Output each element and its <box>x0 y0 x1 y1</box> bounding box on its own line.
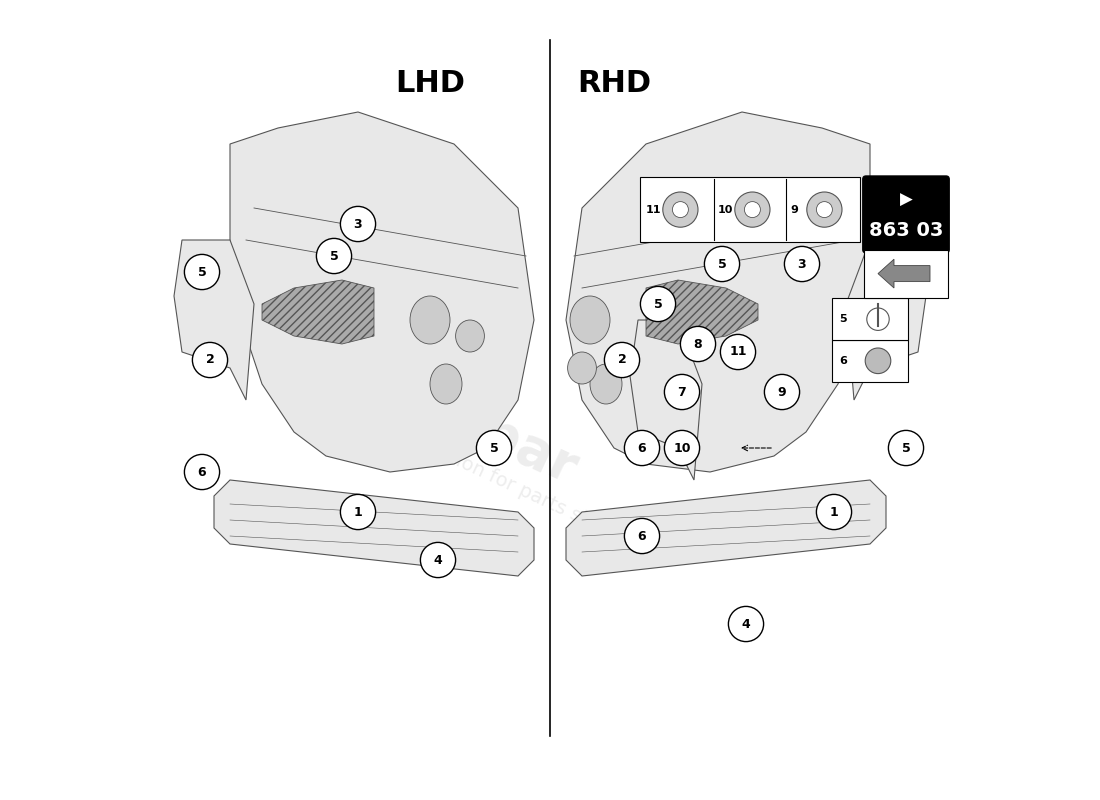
Circle shape <box>704 246 739 282</box>
Text: ▶: ▶ <box>900 191 912 209</box>
FancyBboxPatch shape <box>862 176 949 253</box>
Circle shape <box>866 348 891 374</box>
Text: 8: 8 <box>694 338 702 350</box>
Text: 5: 5 <box>330 250 339 262</box>
Circle shape <box>625 430 660 466</box>
Text: 2: 2 <box>206 354 214 366</box>
Polygon shape <box>566 480 886 576</box>
Circle shape <box>816 202 833 218</box>
Circle shape <box>420 542 455 578</box>
FancyBboxPatch shape <box>639 177 860 242</box>
Circle shape <box>867 308 889 330</box>
Circle shape <box>681 326 716 362</box>
Text: 6: 6 <box>198 466 207 478</box>
Polygon shape <box>630 320 702 480</box>
Polygon shape <box>566 112 870 472</box>
Circle shape <box>340 206 375 242</box>
Circle shape <box>784 246 820 282</box>
Circle shape <box>476 430 512 466</box>
Text: 5: 5 <box>653 298 662 310</box>
Circle shape <box>625 518 660 554</box>
Circle shape <box>663 192 698 227</box>
Text: 2: 2 <box>617 354 626 366</box>
Ellipse shape <box>410 296 450 344</box>
Text: eurospar: eurospar <box>322 336 585 496</box>
Circle shape <box>185 254 220 290</box>
Circle shape <box>664 374 700 410</box>
Text: 3: 3 <box>798 258 806 270</box>
Text: 7: 7 <box>678 386 686 398</box>
Polygon shape <box>214 480 534 576</box>
Text: 5: 5 <box>717 258 726 270</box>
Polygon shape <box>174 240 254 400</box>
Circle shape <box>889 430 924 466</box>
Circle shape <box>340 494 375 530</box>
Text: 11: 11 <box>729 346 747 358</box>
Text: 863 03: 863 03 <box>869 221 943 240</box>
Text: 11: 11 <box>646 205 661 214</box>
Circle shape <box>764 374 800 410</box>
Polygon shape <box>846 240 926 400</box>
Circle shape <box>806 192 842 227</box>
Polygon shape <box>646 280 758 344</box>
Circle shape <box>672 202 689 218</box>
Polygon shape <box>230 112 534 472</box>
Circle shape <box>317 238 352 274</box>
Text: 10: 10 <box>718 205 734 214</box>
Text: 9: 9 <box>778 386 786 398</box>
Ellipse shape <box>590 364 621 404</box>
Circle shape <box>745 202 760 218</box>
Circle shape <box>728 606 763 642</box>
Circle shape <box>604 342 639 378</box>
Ellipse shape <box>568 352 596 384</box>
Text: 5: 5 <box>490 442 498 454</box>
Circle shape <box>192 342 228 378</box>
Text: 5: 5 <box>198 266 207 278</box>
Text: 9: 9 <box>790 205 798 214</box>
Circle shape <box>816 494 851 530</box>
FancyBboxPatch shape <box>864 250 948 298</box>
Circle shape <box>185 454 220 490</box>
Text: 5: 5 <box>839 314 847 324</box>
Text: RHD: RHD <box>576 70 651 98</box>
Text: 4: 4 <box>433 554 442 566</box>
Text: 1: 1 <box>353 506 362 518</box>
Text: 5: 5 <box>902 442 911 454</box>
FancyBboxPatch shape <box>833 298 908 340</box>
Text: 10: 10 <box>673 442 691 454</box>
Circle shape <box>664 430 700 466</box>
Text: a passion for parts since 1985: a passion for parts since 1985 <box>396 425 672 567</box>
Ellipse shape <box>430 364 462 404</box>
Text: 3: 3 <box>354 218 362 230</box>
Text: 4: 4 <box>741 618 750 630</box>
FancyBboxPatch shape <box>833 340 908 382</box>
Text: 1: 1 <box>829 506 838 518</box>
Circle shape <box>720 334 756 370</box>
Polygon shape <box>878 259 930 288</box>
Polygon shape <box>262 280 374 344</box>
Ellipse shape <box>455 320 484 352</box>
Text: 6: 6 <box>839 356 847 366</box>
Text: LHD: LHD <box>395 70 465 98</box>
Text: 6: 6 <box>638 442 647 454</box>
Text: 6: 6 <box>638 530 647 542</box>
Circle shape <box>735 192 770 227</box>
Ellipse shape <box>570 296 611 344</box>
Circle shape <box>640 286 675 322</box>
